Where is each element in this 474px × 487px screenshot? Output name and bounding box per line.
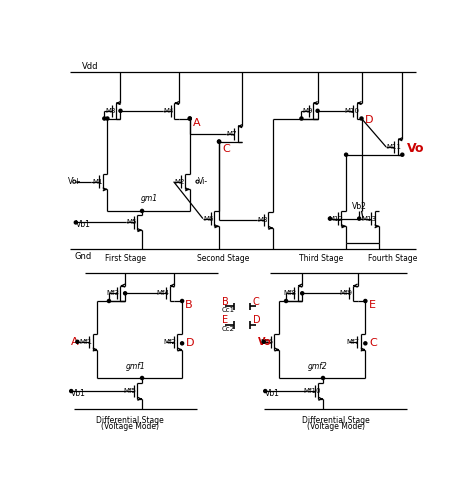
Text: M2: M2 bbox=[174, 179, 185, 185]
Text: Mf9: Mf9 bbox=[339, 290, 352, 296]
Text: M10: M10 bbox=[345, 108, 360, 114]
Text: Mf4: Mf4 bbox=[156, 290, 169, 296]
Circle shape bbox=[360, 117, 363, 120]
Text: Vb2: Vb2 bbox=[352, 202, 366, 211]
Circle shape bbox=[119, 109, 122, 112]
Text: Cc2: Cc2 bbox=[222, 326, 235, 332]
Circle shape bbox=[218, 140, 220, 143]
Circle shape bbox=[140, 209, 144, 212]
Circle shape bbox=[364, 342, 367, 345]
Text: Mf5: Mf5 bbox=[124, 388, 137, 394]
Text: E: E bbox=[368, 300, 375, 310]
Text: C: C bbox=[222, 144, 230, 154]
Circle shape bbox=[328, 217, 331, 220]
Circle shape bbox=[364, 300, 367, 302]
Text: M13: M13 bbox=[362, 216, 376, 222]
Text: Mf1: Mf1 bbox=[79, 339, 92, 345]
Text: M12: M12 bbox=[328, 216, 343, 222]
Text: Vo: Vo bbox=[407, 142, 424, 155]
Text: M6: M6 bbox=[204, 216, 214, 222]
Text: Cc1: Cc1 bbox=[222, 307, 235, 313]
Text: Differential Stage: Differential Stage bbox=[302, 416, 370, 425]
Text: Vb1: Vb1 bbox=[71, 389, 86, 398]
Text: Gnd: Gnd bbox=[74, 252, 91, 261]
Text: gmf1: gmf1 bbox=[125, 362, 145, 371]
Text: Mf2: Mf2 bbox=[164, 339, 176, 345]
Text: Mf8: Mf8 bbox=[284, 290, 297, 296]
Text: Vdd: Vdd bbox=[82, 62, 99, 71]
Text: Mf3: Mf3 bbox=[107, 290, 119, 296]
Circle shape bbox=[301, 292, 304, 295]
Circle shape bbox=[196, 180, 199, 183]
Text: B: B bbox=[222, 297, 229, 307]
Text: C: C bbox=[369, 338, 377, 348]
Circle shape bbox=[181, 342, 183, 345]
Circle shape bbox=[300, 117, 303, 120]
Text: M11: M11 bbox=[386, 144, 401, 150]
Text: Mf6: Mf6 bbox=[261, 339, 273, 345]
Text: Vb1: Vb1 bbox=[76, 220, 91, 229]
Text: M1: M1 bbox=[92, 179, 102, 185]
Circle shape bbox=[74, 221, 77, 224]
Circle shape bbox=[103, 117, 106, 120]
Text: First Stage: First Stage bbox=[105, 254, 146, 263]
Circle shape bbox=[70, 390, 73, 393]
Text: (Voltage Mode): (Voltage Mode) bbox=[307, 422, 365, 431]
Circle shape bbox=[124, 292, 127, 295]
Text: (Voltage Mode): (Voltage Mode) bbox=[101, 422, 159, 431]
Text: Vb1: Vb1 bbox=[265, 389, 280, 398]
Circle shape bbox=[345, 153, 347, 156]
Circle shape bbox=[284, 300, 288, 302]
Text: M8: M8 bbox=[257, 217, 268, 223]
Text: gmf2: gmf2 bbox=[308, 362, 328, 371]
Text: D: D bbox=[186, 338, 194, 348]
Text: C: C bbox=[253, 297, 260, 307]
Circle shape bbox=[358, 217, 361, 220]
Circle shape bbox=[218, 140, 220, 143]
Circle shape bbox=[140, 376, 144, 379]
Text: D: D bbox=[365, 115, 373, 125]
Circle shape bbox=[188, 117, 191, 120]
Text: Mf7: Mf7 bbox=[347, 339, 360, 345]
Text: Vi+: Vi+ bbox=[68, 177, 82, 186]
Text: D: D bbox=[253, 315, 261, 325]
Text: Fourth Stage: Fourth Stage bbox=[368, 254, 418, 263]
Circle shape bbox=[321, 376, 325, 379]
Circle shape bbox=[264, 390, 267, 393]
Text: M4: M4 bbox=[164, 108, 174, 114]
Text: Third Stage: Third Stage bbox=[299, 254, 343, 263]
Circle shape bbox=[106, 117, 109, 120]
Text: M9: M9 bbox=[302, 108, 313, 114]
Circle shape bbox=[401, 153, 404, 156]
Text: M3: M3 bbox=[105, 108, 116, 114]
Text: M5: M5 bbox=[127, 220, 137, 225]
Text: Vi-: Vi- bbox=[198, 177, 208, 186]
Circle shape bbox=[181, 300, 183, 302]
Circle shape bbox=[262, 340, 265, 343]
Circle shape bbox=[188, 117, 191, 120]
Text: M7: M7 bbox=[227, 131, 237, 137]
Circle shape bbox=[73, 180, 76, 183]
Circle shape bbox=[316, 109, 319, 112]
Circle shape bbox=[108, 300, 110, 302]
Text: A: A bbox=[71, 337, 79, 347]
Text: E: E bbox=[222, 315, 228, 325]
Circle shape bbox=[76, 340, 79, 343]
Text: Differential Stage: Differential Stage bbox=[96, 416, 164, 425]
Text: B: B bbox=[184, 300, 192, 310]
Text: A: A bbox=[193, 118, 201, 128]
Text: Second Stage: Second Stage bbox=[198, 254, 250, 263]
Text: gm1: gm1 bbox=[140, 194, 157, 203]
Text: Vo: Vo bbox=[257, 337, 271, 347]
Text: Mf10: Mf10 bbox=[303, 388, 320, 394]
